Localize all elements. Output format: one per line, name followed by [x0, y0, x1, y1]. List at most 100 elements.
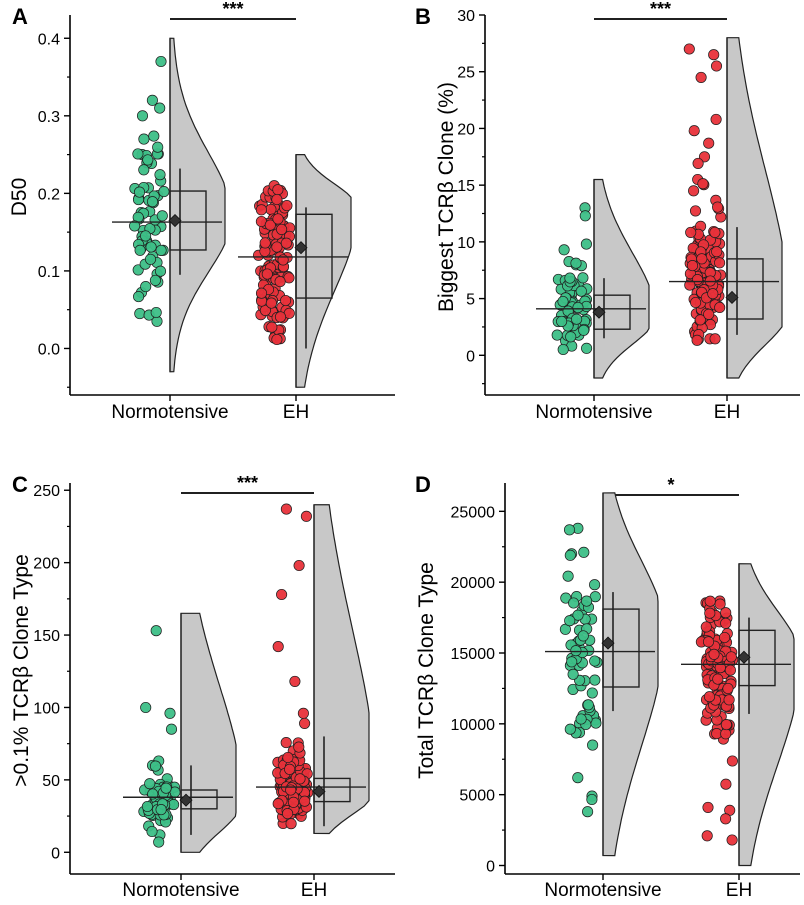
data-point — [720, 813, 732, 825]
significance-label: *** — [650, 0, 671, 19]
data-point — [259, 304, 271, 316]
group-eh — [669, 37, 783, 379]
data-point — [582, 806, 594, 818]
data-point — [720, 617, 732, 629]
data-point — [293, 559, 305, 572]
data-point — [697, 178, 709, 190]
mean-marker — [601, 636, 615, 650]
data-point — [299, 717, 311, 729]
mean-marker — [312, 784, 326, 799]
y-tick-label: 10 — [457, 235, 475, 252]
data-point — [714, 598, 726, 610]
data-point — [688, 125, 700, 137]
mean-marker — [179, 793, 193, 807]
y-tick-label: 10000 — [451, 717, 496, 734]
data-point — [557, 295, 569, 308]
data-point — [133, 186, 146, 198]
data-point — [154, 102, 166, 114]
y-tick-label: 0 — [51, 845, 60, 862]
x-tick-label-normotensive: Normotensive — [111, 402, 228, 423]
data-point — [274, 311, 287, 323]
density-cloud — [295, 153, 352, 388]
data-point — [300, 510, 312, 522]
significance-label: *** — [222, 0, 243, 19]
y-tick-label: 0 — [466, 348, 475, 365]
y-tick-label: 30 — [457, 8, 475, 25]
data-point — [299, 795, 311, 807]
y-axis-label: >0.1% TCRβ Clone Type — [10, 554, 33, 787]
data-point — [255, 287, 268, 299]
data-point — [152, 141, 164, 153]
y-tick-label: 150 — [33, 628, 60, 645]
mean-marker — [737, 650, 751, 664]
data-point — [129, 220, 141, 232]
data-point — [557, 343, 569, 356]
y-tick-label: 5000 — [459, 788, 495, 805]
y-tick-label: 0.2 — [38, 186, 60, 203]
data-point — [297, 707, 309, 719]
data-point — [695, 71, 707, 83]
data-point — [582, 699, 594, 711]
data-point — [704, 595, 716, 607]
x-tick-label-eh: EH — [283, 402, 309, 423]
data-point — [703, 691, 716, 703]
data-point — [285, 818, 297, 830]
data-point — [572, 772, 584, 784]
data-point — [156, 210, 168, 222]
data-point — [702, 801, 714, 813]
data-point — [564, 615, 576, 627]
panel-A: 0.0 0.1 0.2 0.3 0.4 Normotensive EH D50 A *** — [8, 0, 395, 423]
data-point — [138, 133, 150, 145]
y-tick-label: 15 — [457, 178, 475, 195]
density-cloud — [738, 563, 795, 867]
data-point — [712, 201, 724, 213]
data-point — [140, 701, 152, 714]
data-point — [692, 157, 704, 169]
density-cloud — [180, 612, 237, 853]
data-point — [271, 241, 283, 253]
y-tick-label: 50 — [42, 773, 60, 790]
iqr-box — [295, 213, 333, 299]
y-tick-label: 250 — [33, 483, 60, 500]
data-point — [272, 641, 284, 653]
group-normotensive — [536, 178, 650, 379]
data-point — [287, 796, 300, 808]
data-point — [724, 664, 736, 676]
density-cloud — [313, 504, 370, 835]
data-point — [164, 707, 176, 719]
data-point — [289, 675, 301, 687]
x-tick-label-normotensive: Normotensive — [122, 880, 239, 901]
group-normotensive — [112, 37, 226, 373]
data-point — [723, 694, 735, 706]
y-tick-label: 5 — [466, 292, 475, 309]
data-point — [134, 244, 146, 256]
panel-label: B — [415, 4, 431, 29]
x-tick-label-normotensive: Normotensive — [544, 880, 661, 901]
data-point — [564, 723, 576, 735]
data-point — [134, 308, 146, 320]
data-point — [146, 94, 158, 106]
data-point — [694, 314, 706, 326]
data-point — [702, 636, 715, 648]
y-tick-label: 0.1 — [38, 264, 60, 281]
data-point — [280, 737, 292, 749]
y-tick-label: 20000 — [451, 575, 496, 592]
panel-B: 0 5 10 15 20 25 30 Normotensive EH Biggest TCRβ C… — [415, 0, 800, 423]
data-point — [577, 630, 589, 642]
data-point — [155, 804, 167, 816]
data-point — [720, 728, 732, 740]
y-axis-label: Biggest TCRβ Clone (%) — [435, 82, 458, 312]
significance-label: *** — [237, 473, 258, 493]
data-point — [567, 668, 579, 680]
data-point — [572, 609, 584, 621]
group-normotensive — [545, 492, 659, 857]
data-point — [690, 296, 702, 309]
data-point — [140, 230, 152, 242]
data-point — [154, 169, 166, 181]
data-point — [580, 238, 592, 250]
data-point — [720, 719, 732, 731]
data-point — [572, 301, 584, 314]
data-point — [710, 60, 723, 72]
y-tick-label: 20 — [457, 121, 475, 138]
